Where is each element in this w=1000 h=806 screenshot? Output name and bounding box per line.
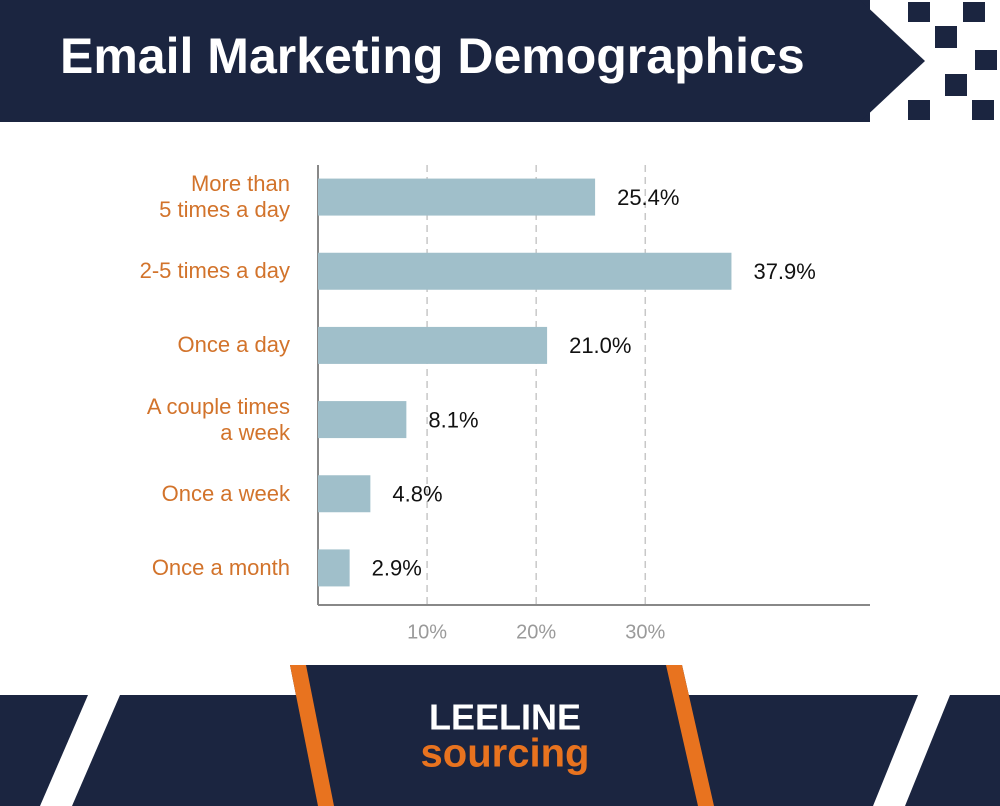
x-tick-label: 30% bbox=[625, 621, 665, 643]
brand-name: LEELINE bbox=[429, 697, 581, 738]
footer-plate bbox=[290, 665, 714, 806]
decor-squares bbox=[908, 2, 997, 120]
value-label: 37.9% bbox=[753, 259, 815, 284]
chart-title: Email Marketing Demographics bbox=[60, 28, 805, 84]
value-label: 25.4% bbox=[617, 185, 679, 210]
bar bbox=[318, 178, 596, 216]
bar bbox=[318, 401, 407, 439]
y-tick-label: A couple times a week bbox=[146, 393, 290, 445]
y-tick-label: More than 5 times a day bbox=[159, 171, 290, 223]
bar bbox=[318, 252, 732, 290]
x-tick-label: 10% bbox=[407, 621, 447, 643]
bar bbox=[318, 475, 371, 513]
header-band bbox=[0, 0, 870, 122]
y-tick-label: Once a day bbox=[177, 332, 290, 358]
bar bbox=[318, 549, 350, 587]
brand-sub: sourcing bbox=[421, 732, 590, 776]
footer-stripe bbox=[873, 695, 950, 806]
value-label: 4.8% bbox=[392, 482, 442, 507]
value-label: 8.1% bbox=[428, 407, 478, 432]
footer-accent bbox=[666, 665, 714, 806]
footer-stripe bbox=[40, 695, 120, 806]
y-tick-label: Once a month bbox=[151, 554, 290, 580]
header-arrow bbox=[860, 0, 925, 122]
value-label: 2.9% bbox=[372, 556, 422, 581]
value-label: 21.0% bbox=[569, 333, 631, 358]
footer-accent bbox=[290, 665, 334, 806]
bar bbox=[318, 326, 548, 364]
y-tick-label: 2-5 times a day bbox=[139, 258, 290, 284]
x-tick-label: 20% bbox=[516, 621, 556, 643]
y-tick-label: Once a week bbox=[161, 480, 290, 506]
